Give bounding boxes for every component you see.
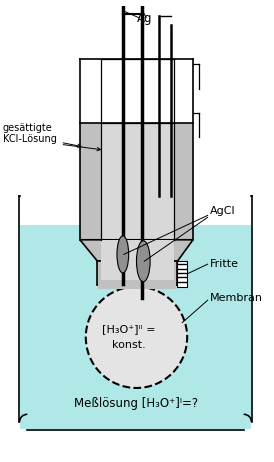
- Bar: [21, 196, 250, 225]
- Polygon shape: [101, 240, 173, 261]
- Text: KCl-Lösung: KCl-Lösung: [3, 134, 57, 145]
- Bar: [98, 261, 178, 285]
- Bar: [21, 201, 250, 429]
- Bar: [101, 261, 173, 285]
- Text: gesättigte: gesättigte: [3, 123, 53, 133]
- Bar: [80, 60, 193, 123]
- Text: konst.: konst.: [112, 340, 145, 350]
- Bar: [178, 261, 187, 286]
- Text: Membran: Membran: [210, 293, 262, 303]
- Bar: [80, 123, 193, 240]
- Polygon shape: [80, 240, 193, 261]
- Text: AgCl: AgCl: [210, 206, 235, 216]
- Bar: [98, 280, 176, 290]
- Circle shape: [86, 286, 187, 388]
- Text: Fritte: Fritte: [210, 259, 239, 269]
- Text: [H₃O⁺]ᴵᴵ =: [H₃O⁺]ᴵᴵ =: [102, 324, 156, 334]
- Text: Ag: Ag: [136, 12, 152, 24]
- Bar: [101, 123, 173, 240]
- Ellipse shape: [117, 236, 129, 273]
- Text: Meßlösung [H₃O⁺]ᴵ=?: Meßlösung [H₃O⁺]ᴵ=?: [75, 397, 199, 410]
- Bar: [101, 60, 173, 123]
- Ellipse shape: [136, 241, 150, 282]
